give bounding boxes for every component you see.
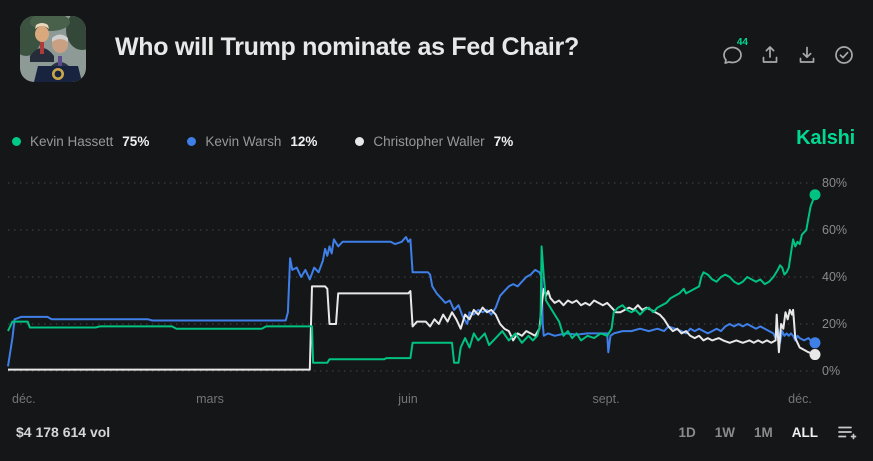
x-axis-tick: sept.: [592, 392, 620, 406]
comment-bubble-icon: [723, 46, 742, 64]
legend-name: Kevin Warsh: [205, 133, 282, 149]
comments-button[interactable]: 44: [722, 37, 748, 66]
range-1d-button[interactable]: 1D: [678, 424, 696, 440]
y-axis-tick: 20%: [822, 317, 848, 331]
legend-name: Kevin Hassett: [30, 133, 114, 149]
warsh-dot-icon: [187, 136, 197, 146]
download-button[interactable]: [796, 44, 818, 66]
share-button[interactable]: [759, 44, 781, 66]
add-to-list-button[interactable]: [837, 423, 857, 441]
legend-item-hassett[interactable]: Kevin Hassett 75%: [12, 134, 149, 149]
check-circle-icon: [835, 46, 853, 64]
chart-legend: Kevin Hassett 75% Kevin Warsh 12% Christ…: [12, 131, 513, 151]
waller-dot-icon: [355, 136, 365, 146]
download-icon: [799, 46, 815, 63]
legend-name: Christopher Waller: [373, 133, 485, 149]
thumbnail-art: [20, 16, 86, 82]
header-actions: 44: [722, 37, 855, 66]
volume-label: $4 178 614 vol: [16, 424, 111, 440]
x-axis-tick: déc.: [12, 392, 36, 406]
header: Who will Trump nominate as Fed Chair? 44: [0, 0, 873, 100]
y-axis-tick: 40%: [822, 270, 848, 284]
x-axis-tick: déc.: [788, 392, 812, 406]
legend-value: 75%: [122, 133, 150, 149]
y-axis-tick: 60%: [822, 223, 848, 237]
range-all-button[interactable]: ALL: [791, 424, 818, 440]
share-icon: [762, 46, 778, 63]
market-thumbnail: [20, 16, 86, 82]
hassett-dot-icon: [12, 136, 21, 146]
x-axis-tick: mars: [196, 392, 224, 406]
playlist-add-icon: [838, 426, 857, 440]
range-1m-button[interactable]: 1M: [753, 424, 773, 440]
range-1w-button[interactable]: 1W: [714, 424, 735, 440]
legend-item-warsh[interactable]: Kevin Warsh 12%: [187, 134, 317, 149]
page-title: Who will Trump nominate as Fed Chair?: [115, 33, 579, 61]
legend-value: 7%: [493, 133, 514, 149]
legend-item-waller[interactable]: Christopher Waller 7%: [355, 134, 513, 149]
timeframe-selector: 1D 1W 1M ALL: [678, 423, 857, 441]
y-axis-tick: 80%: [822, 176, 848, 190]
comment-count-badge: 44: [736, 37, 748, 48]
verify-button[interactable]: [833, 44, 855, 66]
kalshi-logo: Kalshi: [796, 127, 855, 149]
x-axis-tick: juin: [398, 392, 418, 406]
y-axis-tick: 0%: [822, 364, 841, 378]
legend-value: 12%: [290, 133, 318, 149]
